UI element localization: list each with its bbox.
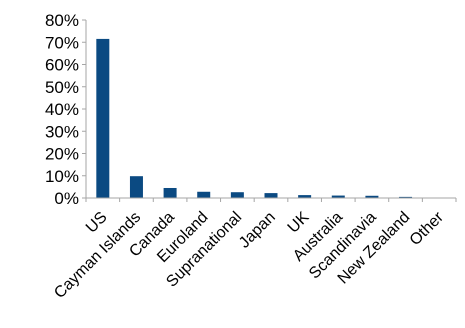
y-axis: 0% 10% 20% 30% 40% 50% 60% 70% 80% [45,11,87,208]
y-tick-label: 30% [45,122,79,141]
y-tick-label: 10% [45,167,79,186]
bar [331,195,345,198]
x-tick-label: Japan [236,209,279,252]
y-tick-label: 40% [45,100,79,119]
y-tick-label: 20% [45,145,79,164]
y-tick-label: 70% [45,33,79,52]
bar [230,192,244,198]
x-tick-label: Other [407,208,448,249]
bar [365,195,379,198]
bar [197,191,211,198]
bar [264,193,278,198]
bar [96,38,110,198]
y-tick-label: 0% [54,189,79,208]
y-tick-label: 60% [45,56,79,75]
bars [96,38,446,198]
y-tick-label: 50% [45,78,79,97]
x-tick-label: US [83,209,111,237]
bar [298,195,312,198]
x-tick-label: UK [285,209,313,237]
y-tick-label: 80% [45,11,79,30]
bar [163,187,177,198]
bar [399,196,413,198]
bar [129,176,143,198]
